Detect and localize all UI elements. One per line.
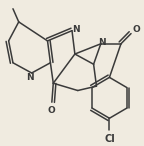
Text: N: N [98, 38, 106, 47]
Text: O: O [133, 25, 141, 34]
Text: Cl: Cl [104, 134, 115, 144]
Text: O: O [48, 106, 56, 115]
Text: N: N [73, 25, 80, 34]
Text: N: N [26, 73, 34, 82]
